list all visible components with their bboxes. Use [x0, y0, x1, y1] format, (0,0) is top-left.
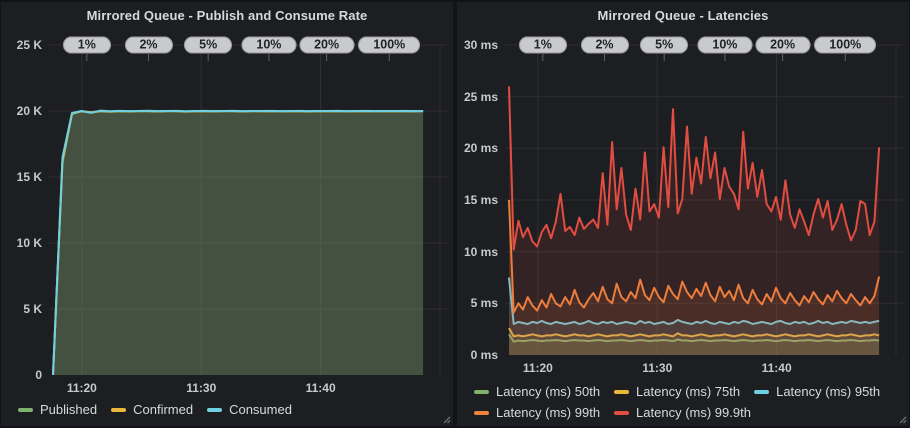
- annotation-pill-20: 20%: [755, 36, 811, 54]
- series-area-published: [53, 111, 424, 375]
- legend: Published Confirmed Consumed: [18, 399, 292, 420]
- series-area-consumed: [53, 110, 424, 375]
- legend-color-swatch-icon: [474, 410, 489, 415]
- legend-color-swatch-icon: [207, 407, 223, 412]
- series-line-latency-ms-50th: [508, 333, 880, 343]
- annotation-pill-100: 100%: [814, 36, 877, 54]
- panel-resize-handle-icon[interactable]: [442, 415, 451, 424]
- legend: Latency (ms) 50th Latency (ms) 75th Latenc…: [474, 381, 880, 423]
- legend-label: Published: [40, 402, 98, 417]
- series-area-latency-ms-50th: [509, 334, 880, 355]
- series-area-latency-ms-95th: [509, 277, 880, 355]
- legend-item-consumed[interactable]: Consumed: [207, 402, 292, 417]
- y-axis-tick-label: 30 ms: [463, 38, 498, 52]
- annotation-pill-10: 10%: [241, 36, 297, 54]
- legend-color-swatch-icon: [614, 410, 630, 415]
- y-axis-tick-label: 10 ms: [463, 244, 498, 259]
- legend-color-swatch-icon: [614, 389, 630, 394]
- legend-label: Consumed: [229, 402, 292, 417]
- legend-row: Published Confirmed Consumed: [18, 399, 292, 420]
- legend-label: Confirmed: [133, 402, 194, 417]
- y-axis-tick-label: 15 ms: [463, 193, 498, 207]
- legend-label: Latency (ms) 75th: [636, 384, 741, 399]
- legend-item-published[interactable]: Published: [18, 402, 97, 417]
- legend-item-latency-ms-95th[interactable]: Latency (ms) 95th: [754, 384, 880, 399]
- series-area-latency-ms-99th: [509, 200, 880, 355]
- x-axis-tick-label: 11:20: [66, 381, 97, 395]
- annotation-pill-1: 1%: [518, 36, 567, 54]
- legend-item-latency-ms-99-9th[interactable]: Latency (ms) 99.9th: [614, 405, 751, 420]
- annotation-pill-2: 2%: [580, 36, 629, 54]
- annotation-pill-5: 5%: [184, 36, 233, 54]
- series-line-consumed: [52, 109, 424, 376]
- annotation-pill-100: 100%: [358, 36, 421, 54]
- series-area-confirmed: [53, 111, 424, 375]
- legend-label: Latency (ms) 50th: [496, 384, 601, 399]
- chart-plot-area[interactable]: [457, 2, 909, 426]
- panel-publish-consume-rate: Mirrored Queue - Publish and Consume Rat…: [1, 2, 453, 426]
- y-axis-tick-label: 20 K: [16, 104, 42, 118]
- legend-item-confirmed[interactable]: Confirmed: [111, 402, 193, 417]
- y-axis-tick-label: 25 ms: [463, 89, 498, 104]
- annotation-pill-2: 2%: [124, 36, 173, 54]
- legend-label: Latency (ms) 99.9th: [636, 405, 751, 420]
- series-line-latency-ms-95th: [508, 277, 880, 325]
- legend-color-swatch-icon: [754, 389, 770, 394]
- panel-latencies: Mirrored Queue - Latencies Latency (ms) …: [457, 2, 909, 426]
- x-axis-tick-label: 11:30: [642, 361, 673, 375]
- y-axis-tick-label: 5 ms: [470, 296, 498, 311]
- legend-color-swatch-icon: [474, 389, 489, 394]
- legend-label: Latency (ms) 95th: [776, 384, 881, 399]
- y-axis-tick-label: 5 K: [23, 302, 42, 316]
- series-line-latency-ms-99-9th: [508, 86, 881, 251]
- panel-title[interactable]: Mirrored Queue - Latencies: [597, 8, 769, 23]
- legend-row: Latency (ms) 99th Latency (ms) 99.9th: [474, 402, 880, 423]
- y-axis-tick-label: 25 K: [16, 38, 42, 52]
- legend-color-swatch-icon: [111, 407, 127, 412]
- legend-item-latency-ms-75th[interactable]: Latency (ms) 75th: [614, 384, 740, 399]
- annotation-pill-1: 1%: [62, 36, 111, 54]
- legend-label: Latency (ms) 99th: [496, 405, 601, 420]
- series-line-latency-ms-75th: [508, 327, 880, 338]
- legend-item-latency-ms-50th[interactable]: Latency (ms) 50th: [474, 384, 600, 399]
- panel-resize-handle-icon[interactable]: [898, 415, 907, 424]
- x-axis-tick-label: 11:30: [186, 381, 217, 395]
- annotation-pill-10: 10%: [697, 36, 753, 54]
- y-axis-tick-label: 15 K: [16, 170, 42, 184]
- annotation-pill-5: 5%: [640, 36, 689, 54]
- legend-color-swatch-icon: [18, 407, 33, 412]
- x-axis-tick-label: 11:20: [522, 361, 553, 375]
- x-axis-tick-label: 11:40: [305, 381, 336, 395]
- legend-item-latency-ms-99th[interactable]: Latency (ms) 99th: [474, 405, 600, 420]
- y-axis-tick-label: 0: [35, 368, 42, 382]
- annotation-pill-20: 20%: [299, 36, 355, 54]
- series-area-latency-ms-99-9th: [509, 86, 880, 356]
- panel-title[interactable]: Mirrored Queue - Publish and Consume Rat…: [86, 8, 368, 23]
- y-axis-tick-label: 10 K: [16, 236, 42, 250]
- legend-row: Latency (ms) 50th Latency (ms) 75th Latenc…: [474, 381, 880, 402]
- y-axis-tick-label: 0 ms: [470, 348, 498, 362]
- x-axis-tick-label: 11:40: [761, 361, 792, 375]
- series-line-latency-ms-99th: [508, 199, 881, 314]
- y-axis-tick-label: 20 ms: [463, 141, 498, 156]
- chart-plot-area[interactable]: [1, 2, 453, 426]
